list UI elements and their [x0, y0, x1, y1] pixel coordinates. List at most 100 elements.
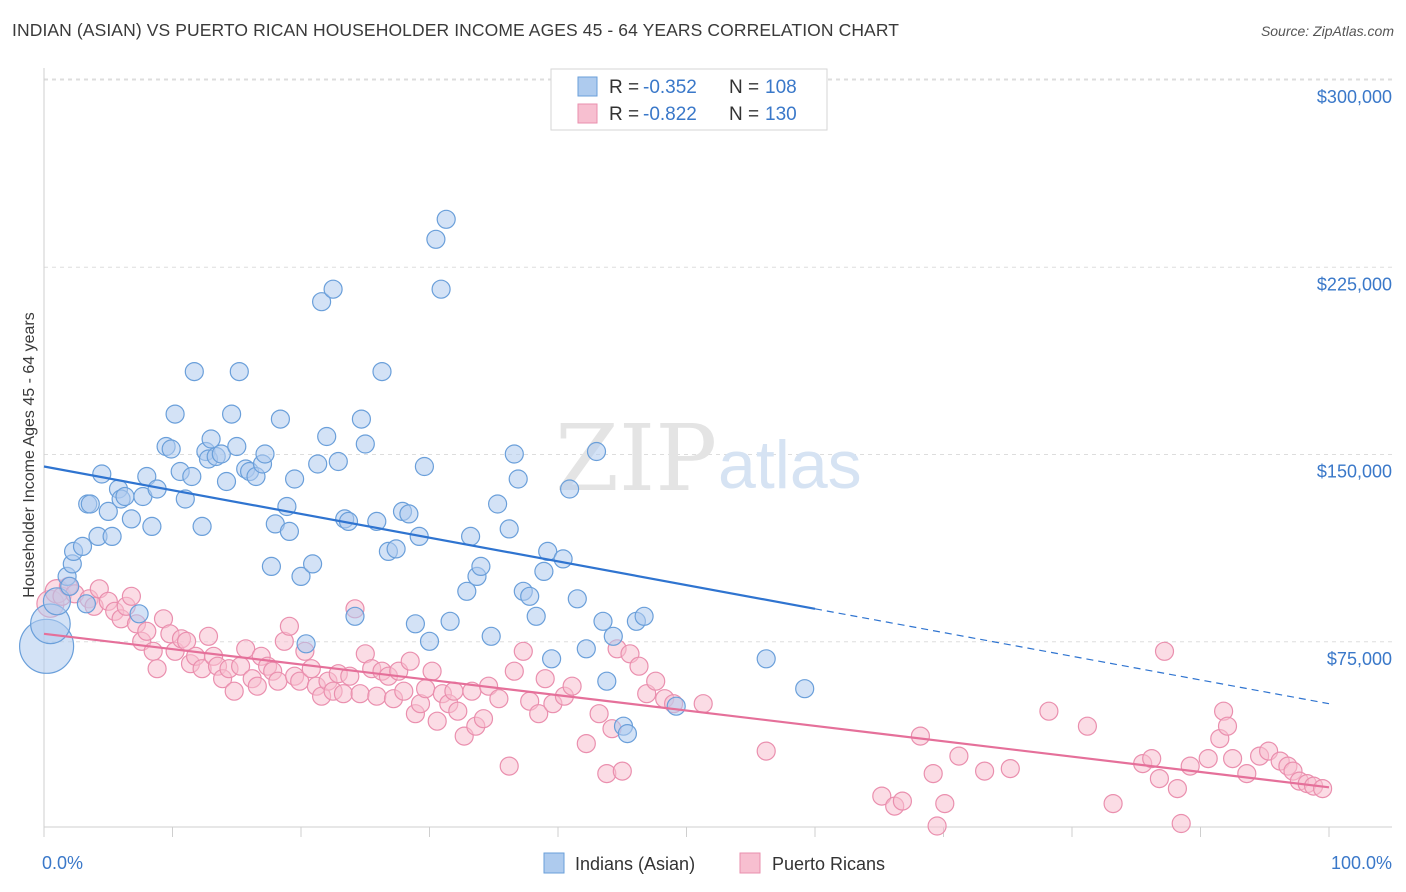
puerto-rican-point [279, 616, 299, 636]
indian-asian-point [508, 469, 528, 489]
puerto-rican-point [367, 686, 387, 706]
puerto-rican-point [1149, 768, 1170, 789]
indian-asian-point [142, 516, 162, 537]
indian-asian-point [526, 606, 546, 626]
trend-line-indian-asian-extrapolated [814, 608, 1330, 705]
indian-asian-point [593, 611, 613, 631]
indian-asian-point [129, 604, 149, 624]
puerto-rican-point [910, 726, 931, 746]
puerto-rican-point [224, 681, 244, 701]
chart-title: INDIAN (ASIAN) VS PUERTO RICAN HOUSEHOLD… [12, 20, 900, 40]
puerto-rican-point [1237, 763, 1257, 784]
legend-swatch-indian-asian [577, 76, 598, 97]
puerto-rican-point [646, 671, 666, 691]
puerto-rican-point [448, 701, 468, 721]
indian-asian-point [328, 451, 348, 472]
puerto-rican-point [974, 761, 995, 781]
puerto-rican-point [923, 763, 943, 784]
indian-asian-point [184, 362, 204, 382]
puerto-rican-point [147, 659, 167, 679]
y-tick-label: $225,000 [1317, 274, 1392, 294]
indian-asian-point [308, 454, 328, 474]
puerto-rican-point [400, 651, 420, 671]
y-tick-label: $150,000 [1317, 462, 1392, 482]
indian-asian-point [461, 526, 481, 547]
indian-asian-point [419, 631, 440, 651]
indian-asian-point [317, 426, 337, 447]
legend-swatch-puerto-rican [577, 103, 598, 124]
puerto-rican-point [444, 681, 464, 701]
indian-asian-point [296, 634, 316, 654]
puerto-rican-point [1039, 701, 1059, 721]
puerto-rican-point [629, 656, 649, 676]
puerto-rican-point [872, 786, 892, 806]
indian-asian-point [426, 229, 446, 249]
trend-line-puerto-rican [43, 632, 1330, 789]
puerto-rican-point [1312, 778, 1333, 799]
legend-n-value-1: 108 [765, 77, 797, 98]
indian-asian-point [504, 444, 524, 464]
indian-asian-point [576, 639, 596, 659]
puerto-rican-point [1217, 716, 1238, 736]
indian-asian-point [285, 469, 305, 489]
indian-asian-point [98, 501, 118, 521]
y-tick-label: $75,000 [1327, 649, 1392, 669]
indian-asian-point [279, 521, 299, 542]
puerto-rican-point [333, 684, 353, 704]
indian-asian-points [18, 209, 815, 744]
puerto-rican-point [301, 659, 321, 679]
indian-asian-point [440, 611, 460, 631]
trend-lines [43, 465, 1330, 789]
indian-asian-point [60, 576, 80, 596]
puerto-rican-point [422, 661, 442, 681]
puerto-rican-point [1103, 793, 1123, 814]
correlation-legend: R = -0.352 N = 108 R = -0.822 N = 130 [550, 68, 828, 131]
grid-lines [44, 78, 1392, 643]
trend-line-indian-asian [43, 465, 816, 610]
puerto-rican-point [535, 669, 555, 689]
indian-asian-point [386, 539, 406, 559]
puerto-rican-point [927, 816, 947, 836]
puerto-rican-point [247, 676, 267, 696]
puerto-rican-point [121, 586, 141, 606]
puerto-rican-point [427, 711, 447, 731]
indian-asian-point [201, 429, 221, 449]
legend-r-label-1: R = [609, 77, 644, 98]
indian-asian-point [211, 444, 231, 464]
indian-asian-point [405, 614, 425, 634]
indian-asian-point [355, 434, 375, 454]
puerto-rican-point [504, 661, 524, 681]
indian-asian-point [255, 444, 275, 464]
puerto-rican-point [137, 621, 157, 641]
bottom-legend-swatch-indian-asian [543, 852, 565, 874]
puerto-rican-point [1167, 778, 1188, 799]
indian-asian-point [597, 671, 617, 691]
puerto-rican-point [394, 681, 414, 701]
puerto-rican-point [513, 641, 533, 661]
indian-asian-point [488, 494, 508, 514]
puerto-rican-point [892, 791, 913, 811]
puerto-rican-point [489, 689, 509, 709]
puerto-rican-point [1000, 758, 1020, 779]
puerto-rican-point [416, 679, 436, 699]
puerto-rican-point [473, 709, 494, 729]
indian-asian-point [756, 649, 776, 669]
puerto-rican-point [499, 756, 519, 776]
puerto-rican-point [350, 684, 370, 704]
indian-asian-point [80, 494, 100, 514]
legend-r-label-2: R = [609, 104, 644, 125]
puerto-rican-point [589, 704, 609, 724]
indian-asian-point [92, 464, 112, 484]
series-legend: Indians (Asian) Puerto Ricans [543, 852, 885, 874]
indian-asian-point [303, 554, 323, 574]
x-tick-label-min: 0.0% [42, 853, 83, 873]
indian-asian-point [795, 679, 815, 699]
y-tick-label: $300,000 [1317, 87, 1392, 107]
indian-asian-point [115, 486, 135, 507]
indian-asian-point [541, 649, 562, 669]
y-axis-title: Householder Income Ages 45 - 64 years [21, 312, 38, 598]
puerto-rican-point [756, 741, 776, 761]
puerto-rican-point [1154, 641, 1175, 661]
indian-asian-point [102, 526, 122, 547]
bottom-legend-swatch-puerto-rican [739, 852, 761, 874]
